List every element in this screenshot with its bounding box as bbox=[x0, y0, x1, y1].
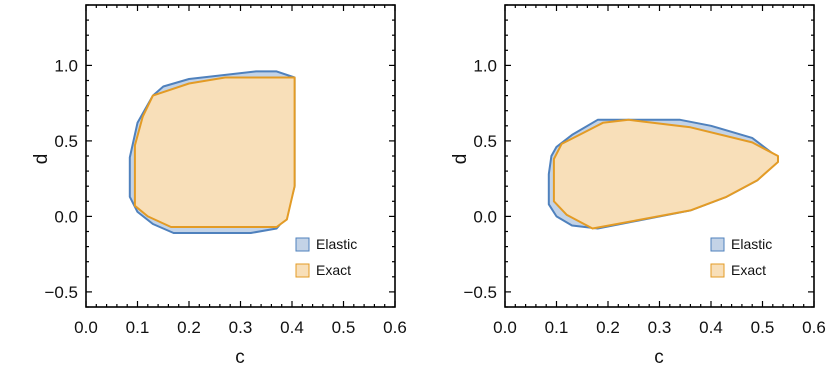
x-tick-label: 0.2 bbox=[177, 318, 201, 337]
y-tick-label: −0.5 bbox=[44, 283, 78, 302]
x-tick-label: 0.4 bbox=[699, 318, 723, 337]
y-tick-label: 0.5 bbox=[54, 132, 78, 151]
x-tick-label: 0.1 bbox=[126, 318, 150, 337]
x-axis-title: c bbox=[235, 347, 245, 368]
legend-swatch-exact bbox=[295, 263, 310, 278]
x-tick-label: 0.3 bbox=[229, 318, 253, 337]
x-tick-label: 0.6 bbox=[802, 318, 826, 337]
legend-label-elastic: Elastic bbox=[316, 236, 357, 252]
x-tick-label: 0.1 bbox=[545, 318, 569, 337]
x-tick-label: 0.5 bbox=[751, 318, 775, 337]
y-tick-label: 1.0 bbox=[54, 56, 78, 75]
x-tick-label: 0.0 bbox=[493, 318, 517, 337]
chart-panel-1: 0.0 0.1 0.2 0.3 0.4 0.5 0.6 −0.5 0.0 0.5 1.0 c d Elas… bbox=[31, 4, 407, 368]
legend-label-exact: Exact bbox=[316, 262, 351, 278]
x-tick-label: 0.0 bbox=[74, 318, 98, 337]
x-tick-label: 0.3 bbox=[648, 318, 672, 337]
legend-swatch-elastic bbox=[710, 237, 725, 252]
y-tick-label: −0.5 bbox=[463, 283, 497, 302]
region-exact bbox=[133, 76, 296, 228]
x-tick-label: 0.6 bbox=[383, 318, 407, 337]
legend: Elastic Exact bbox=[710, 236, 772, 278]
legend: Elastic Exact bbox=[295, 236, 357, 278]
x-tick-label: 0.4 bbox=[280, 318, 304, 337]
y-axis-title: d bbox=[31, 154, 52, 165]
chart-panel-2: 0.0 0.1 0.2 0.3 0.4 0.5 0.6 −0.5 0.0 0.5 1.0 c d Elas… bbox=[450, 4, 826, 368]
y-tick-label: 0.0 bbox=[54, 207, 78, 226]
y-tick-label: 0.5 bbox=[473, 132, 497, 151]
y-axis-title: d bbox=[450, 154, 471, 165]
x-axis-title: c bbox=[654, 347, 664, 368]
legend-label-elastic: Elastic bbox=[731, 236, 772, 252]
y-tick-label: 0.0 bbox=[473, 207, 497, 226]
x-tick-label: 0.5 bbox=[332, 318, 356, 337]
legend-label-exact: Exact bbox=[731, 262, 766, 278]
region-exact bbox=[552, 118, 779, 230]
y-tick-label: 1.0 bbox=[473, 56, 497, 75]
x-tick-label: 0.2 bbox=[596, 318, 620, 337]
legend-swatch-exact bbox=[710, 263, 725, 278]
legend-swatch-elastic bbox=[295, 237, 310, 252]
